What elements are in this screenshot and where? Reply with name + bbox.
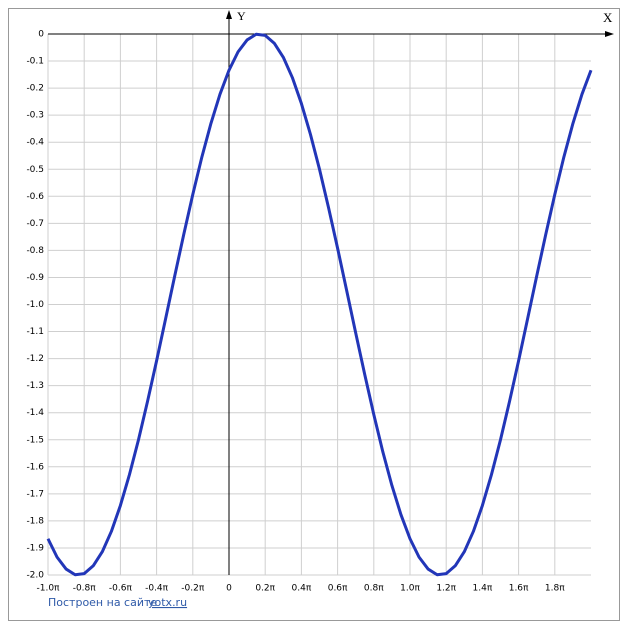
y-tick-label: -1.3 — [26, 381, 44, 391]
x-tick-label: 0 — [226, 584, 232, 594]
y-tick-label: -1.9 — [26, 543, 44, 553]
y-tick-label: -0.5 — [26, 165, 44, 175]
x-tick-label: -0.6π — [109, 584, 133, 594]
x-axis-arrow — [605, 31, 614, 37]
y-tick-label: -1.7 — [26, 489, 44, 499]
x-tick-label: 1.2π — [436, 584, 456, 594]
curve — [46, 32, 593, 577]
x-tick-label: -0.8π — [73, 584, 97, 594]
y-tick-label: -1.6 — [26, 462, 44, 472]
y-tick-label: 0 — [38, 30, 44, 40]
y-tick-label: -0.8 — [26, 246, 44, 256]
y-tick-label: -0.9 — [26, 273, 44, 283]
x-tick-label: 0.6π — [328, 584, 348, 594]
y-tick-label: -0.2 — [26, 84, 44, 94]
x-tick-label: 1.0π — [400, 584, 420, 594]
x-tick-label: 1.6π — [509, 584, 529, 594]
x-tick-label: -0.2π — [181, 584, 205, 594]
y-tick-label: -1.5 — [26, 435, 44, 445]
y-tick-label: -0.1 — [26, 57, 44, 67]
x-tick-label: 0.2π — [255, 584, 275, 594]
footer-text: Построен на сайте — [48, 596, 157, 609]
footer-link[interactable]: yotx.ru — [148, 596, 187, 609]
frame — [8, 8, 620, 621]
y-tick-label: -0.4 — [26, 138, 44, 148]
x-tick-label: 0.8π — [364, 584, 384, 594]
y-axis-arrow — [226, 10, 232, 19]
y-tick-label: -0.7 — [26, 219, 44, 229]
x-tick-label: -1.0π — [37, 584, 61, 594]
y-tick-label: -2.0 — [26, 571, 44, 581]
x-tick-label: 1.8π — [545, 584, 565, 594]
x-axis-label: X — [603, 10, 613, 25]
y-axis-label: Y — [237, 9, 246, 23]
x-tick-label: 0.4π — [292, 584, 312, 594]
y-tick-label: -0.3 — [26, 111, 44, 121]
y-tick-label: -1.0 — [26, 300, 44, 310]
y-tick-label: -1.4 — [26, 408, 44, 418]
y-tick-label: -1.2 — [26, 354, 44, 364]
x-tick-label: 1.4π — [473, 584, 493, 594]
y-tick-label: -1.1 — [26, 327, 44, 337]
y-tick-label: -1.8 — [26, 516, 44, 526]
y-tick-label: -0.6 — [26, 192, 44, 202]
x-tick-label: -0.4π — [145, 584, 169, 594]
